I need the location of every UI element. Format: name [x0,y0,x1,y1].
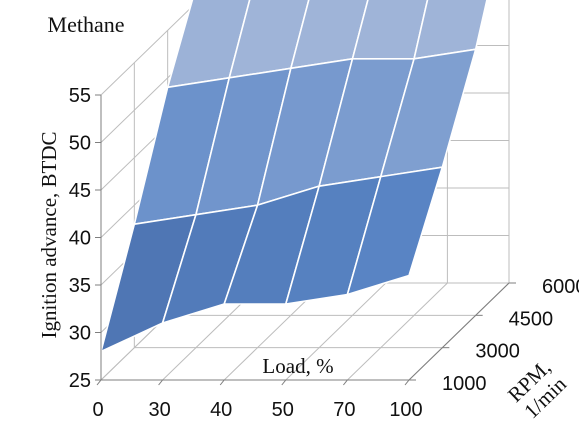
y-tick-label: 45 [69,180,91,202]
x-tick-label: 50 [272,399,294,421]
z-axis-label: RPM, 1/min [503,355,571,423]
y-tick-labels: 25 30 35 40 45 50 55 [69,85,91,392]
chart-title: Methane [48,12,125,37]
gridline-z-3000 [133,62,443,349]
surface-patch [413,0,488,60]
x-tick-mark [158,379,163,386]
y-tick-label: 50 [69,133,91,155]
y-tick-label: 35 [69,275,91,297]
x-tick-mark [96,379,102,386]
x-tick-mark [219,379,225,386]
y-axis-label: Ignition advance, BTDC [37,131,61,338]
x-tick-label: 100 [389,399,422,421]
x-tick-label: 70 [333,399,355,421]
x-tick-label: 30 [148,399,170,421]
y-tick-label: 40 [69,228,91,250]
z-axis-line [408,282,510,381]
x-tick-mark [343,379,348,386]
z-tick-label: 3000 [475,341,520,363]
x-tick-label: 40 [210,399,232,421]
z-tick-label: 6000 [542,276,579,298]
y-tick-label: 55 [69,85,91,107]
y-tick-label: 30 [69,323,91,345]
y-tick-label: 25 [69,370,91,392]
axes [95,94,516,386]
z-tick-label: 1000 [442,373,487,395]
z-tick-label: 4500 [509,308,553,330]
z-tick-labels: 1000 3000 4500 6000 [442,276,579,395]
x-tick-mark [281,379,287,386]
x-tick-labels: 0 30 40 50 70 100 [92,399,422,421]
x-tick-label: 0 [92,399,103,421]
x-axis-label: Load, % [262,354,333,378]
surface-patch [346,166,444,296]
x-tick-mark [404,379,410,386]
surface-mesh [100,0,488,353]
